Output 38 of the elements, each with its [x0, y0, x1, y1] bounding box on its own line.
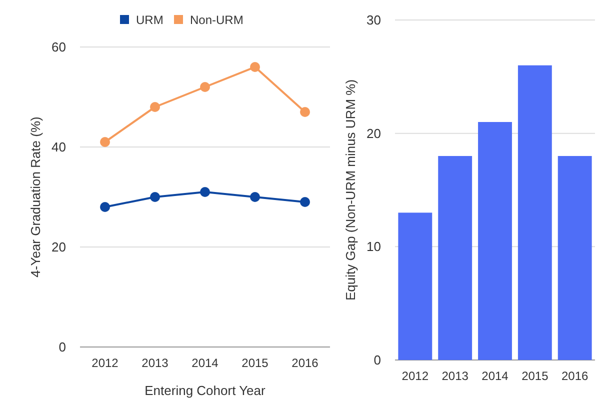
- x-tick-label: 2013: [442, 369, 469, 383]
- x-tick-label: 2016: [561, 369, 589, 383]
- x-tick-label: 2014: [192, 356, 219, 370]
- x-tick-label: 2012: [402, 369, 429, 383]
- x-tick-label: 2014: [482, 369, 509, 383]
- point: [300, 107, 310, 117]
- point: [150, 102, 160, 112]
- point: [250, 192, 260, 202]
- point: [150, 192, 160, 202]
- x-tick-label: 2016: [292, 356, 319, 370]
- legend-label: URM: [136, 13, 164, 28]
- y-tick-label: 0: [58, 340, 66, 355]
- bar: [518, 65, 552, 360]
- y-axis-title: Equity Gap (Non-URM minus URM %): [343, 79, 358, 301]
- bar: [478, 122, 512, 360]
- y-tick-label: 0: [374, 352, 381, 368]
- y-tick-label: 20: [52, 240, 66, 255]
- y-tick-label: 60: [52, 40, 66, 55]
- point: [100, 137, 110, 147]
- y-tick-label: 20: [366, 126, 381, 141]
- point: [250, 62, 260, 72]
- x-tick-label: 2012: [92, 356, 119, 370]
- y-tick-label: 10: [366, 239, 381, 254]
- x-tick-label: 2015: [242, 356, 269, 370]
- x-tick-label: 2013: [142, 356, 169, 370]
- x-tick-label: 2015: [522, 369, 549, 383]
- y-tick-label: 30: [366, 12, 381, 28]
- legend-label: Non-URM: [190, 13, 244, 28]
- point: [200, 82, 210, 92]
- bar: [558, 156, 592, 360]
- y-axis-title: 4-Year Graduation Rate (%): [28, 116, 43, 278]
- bar: [398, 212, 432, 360]
- point: [200, 187, 210, 197]
- x-axis-title: Entering Cohort Year: [144, 383, 266, 398]
- y-tick-label: 40: [52, 140, 66, 155]
- point: [100, 202, 110, 212]
- point: [300, 197, 310, 207]
- bar: [438, 156, 472, 360]
